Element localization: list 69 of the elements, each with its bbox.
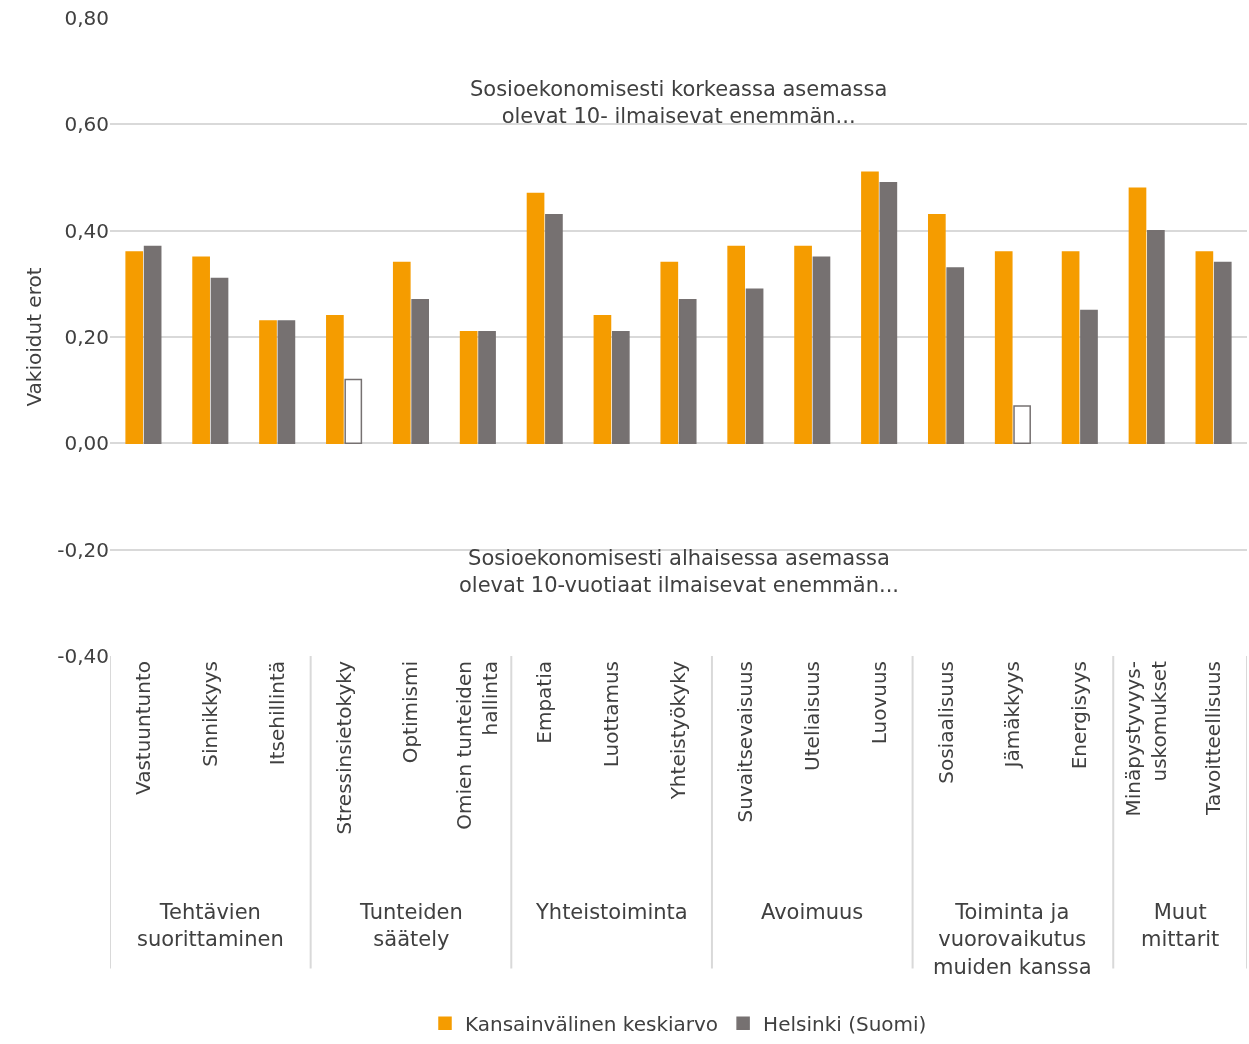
bar [1128,187,1147,445]
x-tick-label: Suvaitsevaisuus [732,661,757,823]
x-tick-label: Jämäkkyys [1000,661,1025,770]
y-tick-label: 0,60 [64,112,109,137]
bar [411,299,430,445]
y-tick-label: -0,40 [57,644,109,668]
bar [392,261,411,445]
text: Muut mittarit [1141,900,1220,952]
bar [545,213,563,445]
bar [678,299,697,445]
legend-label: Kansainvälinen keskiarvo [465,1012,719,1037]
bar [326,314,344,445]
x-tick-label: Itsehillintä [264,661,289,766]
x-tick-label: Stressinsietokyky [331,660,356,835]
bar [812,256,831,445]
bar [125,251,144,445]
bar [1080,309,1098,445]
bar [1213,261,1232,445]
x-tick-label: Tavoitteellisuus [1201,661,1226,816]
bar [478,330,496,445]
text: Toiminta ja vuorovaikutus muiden kanssa [933,900,1092,979]
text: Tunteiden säätely [359,900,463,952]
x-tick-label: Yhteistyökyky [666,660,690,801]
bar [861,171,879,445]
bar [1147,229,1165,445]
x-tick-label: Sinnikkyys [197,661,222,767]
x-tick-label: Sosiaalisuus [933,661,958,784]
annotation: Sosioekonomisesti korkeassa asemassa olevat 10- ilmaisevat enemmän... [470,77,888,129]
bar [660,261,679,445]
bar [1061,251,1080,445]
bar [611,330,630,445]
x-tick-label: Luovuus [866,661,891,745]
x-tick-label: Omien tunteiden hallinta [452,661,503,830]
legend-label: Helsinki (Suomi) [763,1012,927,1037]
x-tick-label: Luottamus [599,661,624,768]
y-axis-title: Vakioidut erot [21,267,46,407]
x-tick-label: Minäpystyvyys- uskomukset [1121,660,1172,817]
bar [143,245,162,445]
bar [526,192,545,445]
y-tick-label: 0,20 [64,325,109,349]
bar [745,288,764,445]
text: Avoimuus [761,900,864,924]
bar [259,320,277,445]
text: Yhteistoiminta [535,900,688,924]
bar [946,267,965,445]
bar [1195,251,1214,445]
bar [794,245,812,445]
bar [210,277,229,445]
x-tick-label: Vastuuntunto [130,661,155,795]
bar [459,330,478,445]
bar [593,314,612,445]
bar [344,378,363,445]
y-tick-label: 0,80 [64,6,109,30]
annotation: Sosioekonomisesti alhaisessa asemassa olevat 10-vuotiaat ilmaisevat enemmän... [459,546,900,598]
bar [879,182,898,445]
bar [994,251,1013,445]
x-tick-label: Energisyys [1067,661,1092,770]
bar [192,256,210,445]
y-tick-label: 0,00 [64,431,109,456]
x-tick-label: Empatia [532,661,557,744]
y-tick-label: -0,20 [57,537,109,562]
text: Tehtävien suorittaminen [137,900,284,952]
bar [927,213,946,445]
y-tick-label: 0,40 [64,218,109,243]
bar [277,320,296,445]
x-tick-label: Uteliaisuus [799,661,824,771]
x-tick-label: Optimismi [398,661,423,764]
bar [727,245,746,445]
bar [1013,405,1031,445]
